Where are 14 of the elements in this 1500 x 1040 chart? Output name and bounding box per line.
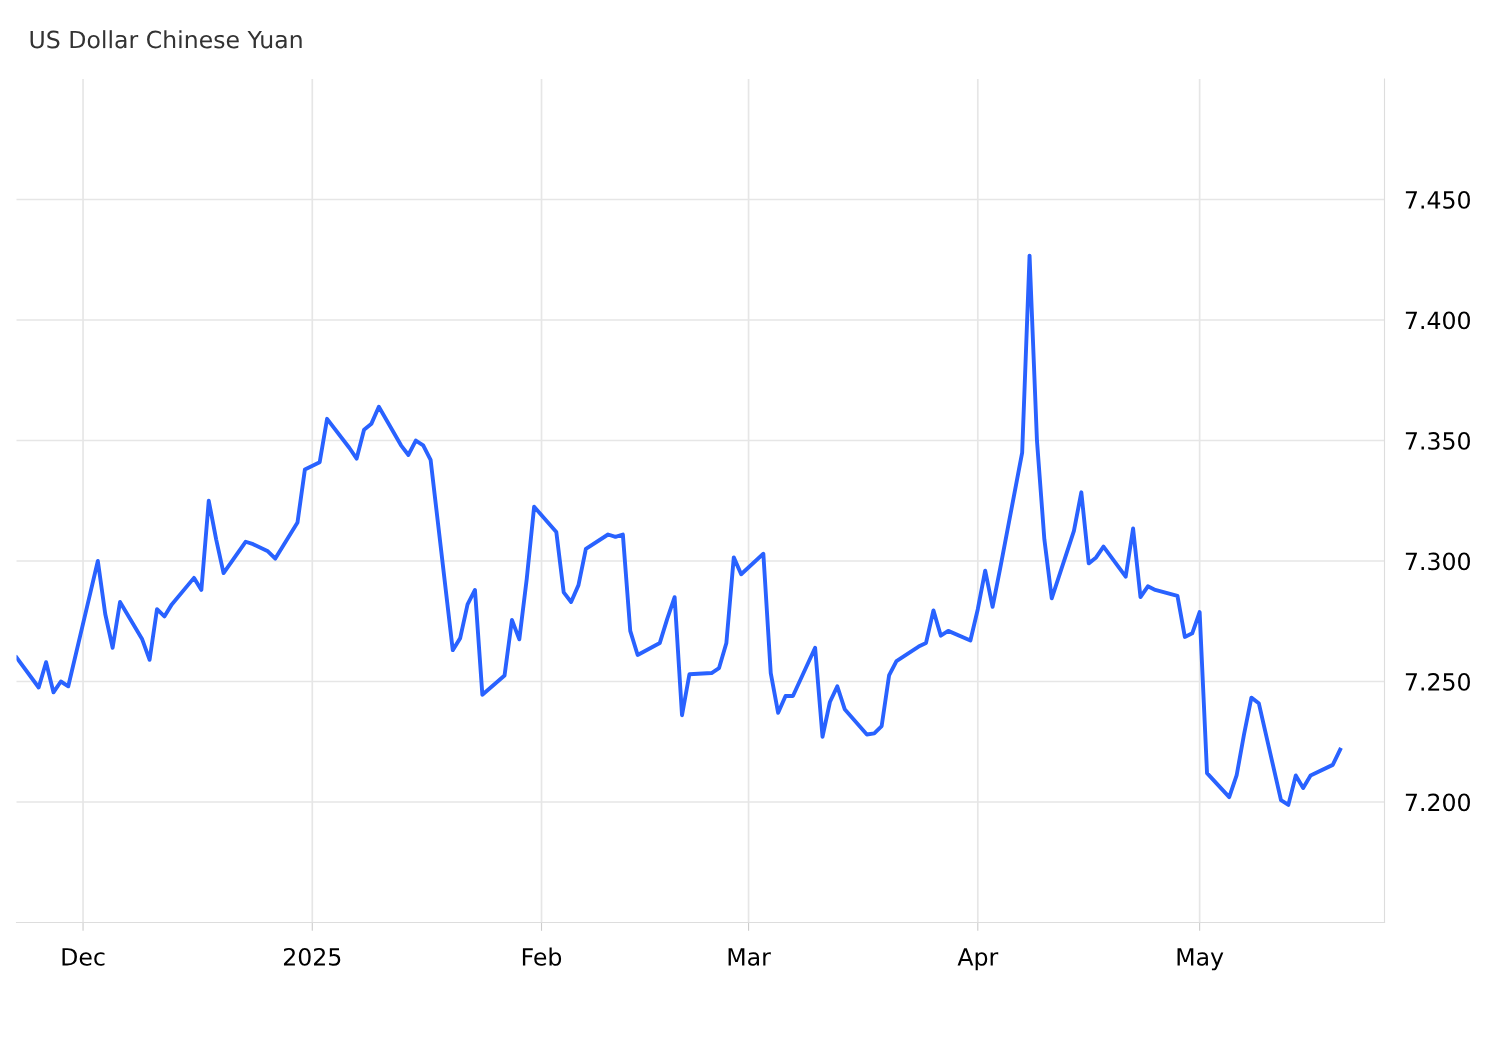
y-tick-label: 7.400: [1405, 311, 1470, 330]
chart-title: US Dollar Chinese Yuan: [30, 30, 302, 49]
y-tick-label: 7.450: [1405, 190, 1470, 209]
y-tick-label: 7.300: [1405, 552, 1470, 571]
x-tick-label: Feb: [522, 947, 562, 966]
y-tick-label: 7.200: [1405, 793, 1470, 812]
x-tick-label: 2025: [283, 947, 341, 966]
x-tick-label: Apr: [957, 948, 999, 971]
x-tick-label: Dec: [62, 948, 105, 966]
y-tick-label: 7.350: [1405, 431, 1470, 450]
x-tick-label: Mar: [728, 948, 771, 966]
x-tick-label: May: [1177, 948, 1224, 971]
line-series: [16, 253, 1343, 807]
y-tick-label: 7.250: [1405, 672, 1470, 691]
